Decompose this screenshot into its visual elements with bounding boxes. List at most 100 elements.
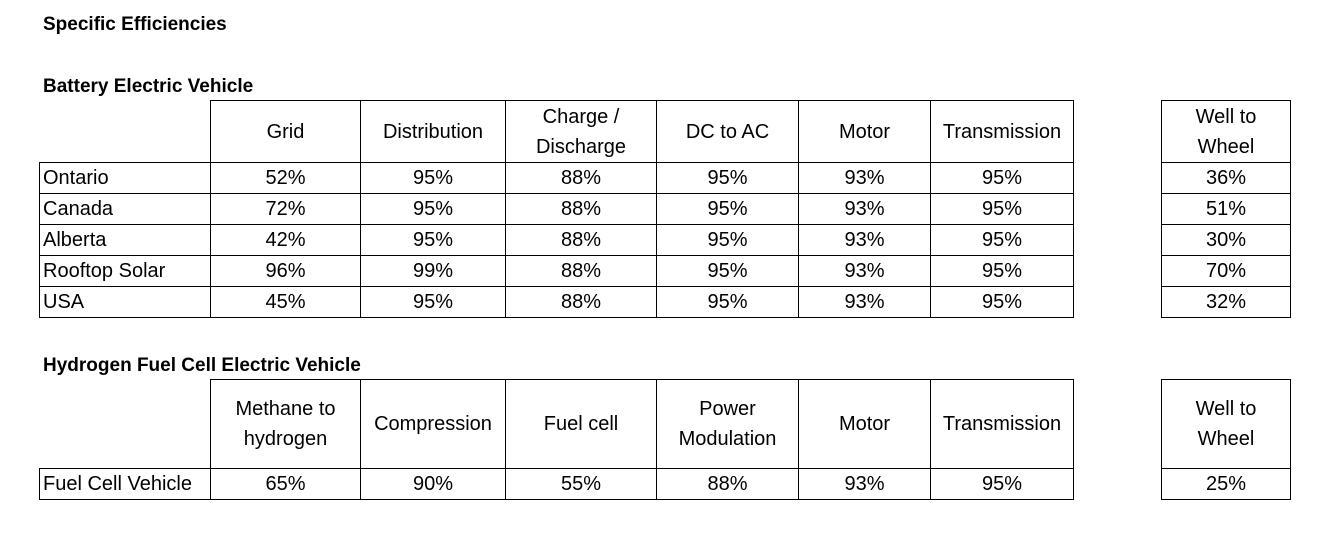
value-cell: 95% bbox=[930, 468, 1074, 500]
value-cell: 55% bbox=[505, 468, 657, 500]
value-cell: 93% bbox=[798, 224, 931, 256]
value-cell: 95% bbox=[930, 193, 1074, 225]
bev-well-to-wheel-table: Well to Wheel 36% 51% 30% 70% 32% bbox=[1161, 100, 1291, 318]
header-line: DC to AC bbox=[685, 120, 770, 143]
header-line: Transmission bbox=[942, 120, 1062, 143]
well-to-wheel-value: 32% bbox=[1161, 286, 1291, 318]
value-cell: 52% bbox=[210, 162, 361, 194]
table-row: Alberta 42% 95% 88% 95% 93% 95% bbox=[39, 224, 1074, 256]
column-header: Motor bbox=[798, 379, 931, 469]
header-line: Motor bbox=[838, 120, 891, 143]
table-row: Rooftop Solar 96% 99% 88% 95% 93% 95% bbox=[39, 255, 1074, 287]
row-label: Rooftop Solar bbox=[39, 255, 211, 287]
value-cell: 95% bbox=[930, 162, 1074, 194]
value-cell: 95% bbox=[930, 224, 1074, 256]
value-cell: 93% bbox=[798, 193, 931, 225]
row-label: Fuel Cell Vehicle bbox=[39, 468, 211, 500]
header-row: Grid Distribution Charge / Discharge DC to A… bbox=[40, 100, 1074, 163]
value-cell: 95% bbox=[656, 162, 799, 194]
value-cell: 95% bbox=[360, 162, 506, 194]
table-row: 25% bbox=[1161, 468, 1291, 500]
column-header: Methane to hydrogen bbox=[210, 379, 361, 469]
column-header: Grid bbox=[210, 100, 361, 163]
fcev-well-to-wheel-table: Well to Wheel 25% bbox=[1161, 379, 1291, 500]
header-row: Well to Wheel bbox=[1161, 100, 1291, 163]
column-header: Fuel cell bbox=[505, 379, 657, 469]
fcev-table: Methane to hydrogen Compression Fuel cell Po… bbox=[39, 379, 1074, 500]
table-row: USA 45% 95% 88% 95% 93% 95% bbox=[39, 286, 1074, 318]
table-row: 70% bbox=[1161, 255, 1291, 287]
well-to-wheel-header: Well to Wheel bbox=[1161, 100, 1291, 163]
row-label: USA bbox=[39, 286, 211, 318]
table-row: 36% bbox=[1161, 162, 1291, 194]
header-line: Methane to bbox=[235, 398, 336, 420]
well-to-wheel-value: 25% bbox=[1161, 468, 1291, 500]
header-line: Charge / bbox=[542, 105, 620, 128]
table-row: Canada 72% 95% 88% 95% 93% 95% bbox=[39, 193, 1074, 225]
value-cell: 93% bbox=[798, 468, 931, 500]
header-row: Well to Wheel bbox=[1161, 379, 1291, 469]
header-line: Distribution bbox=[382, 120, 484, 143]
table-row: 32% bbox=[1161, 286, 1291, 318]
value-cell: 95% bbox=[656, 286, 799, 318]
header-corner-blank bbox=[40, 101, 211, 163]
column-header: Power Modulation bbox=[656, 379, 799, 469]
value-cell: 90% bbox=[360, 468, 506, 500]
bev-section-title: Battery Electric Vehicle bbox=[43, 76, 254, 97]
header-line: Power bbox=[699, 398, 756, 420]
well-to-wheel-value: 51% bbox=[1161, 193, 1291, 225]
value-cell: 45% bbox=[210, 286, 361, 318]
value-cell: 95% bbox=[656, 193, 799, 225]
value-cell: 88% bbox=[505, 255, 657, 287]
well-to-wheel-value: 70% bbox=[1161, 255, 1291, 287]
well-to-wheel-value: 30% bbox=[1161, 224, 1291, 256]
page-title: Specific Efficiencies bbox=[43, 14, 227, 35]
value-cell: 96% bbox=[210, 255, 361, 287]
column-header: DC to AC bbox=[656, 100, 799, 163]
header-line: Motor bbox=[838, 413, 891, 435]
well-to-wheel-value: 36% bbox=[1161, 162, 1291, 194]
header-line: Compression bbox=[374, 413, 492, 435]
value-cell: 95% bbox=[656, 224, 799, 256]
header-line: Well to bbox=[1195, 105, 1257, 128]
value-cell: 88% bbox=[656, 468, 799, 500]
row-label: Alberta bbox=[39, 224, 211, 256]
table-row: 30% bbox=[1161, 224, 1291, 256]
bev-table: Grid Distribution Charge / Discharge DC to A… bbox=[39, 100, 1074, 318]
value-cell: 88% bbox=[505, 162, 657, 194]
value-cell: 95% bbox=[360, 224, 506, 256]
value-cell: 42% bbox=[210, 224, 361, 256]
value-cell: 88% bbox=[505, 224, 657, 256]
column-header: Transmission bbox=[930, 379, 1074, 469]
header-corner-blank bbox=[40, 380, 211, 469]
column-header: Compression bbox=[360, 379, 506, 469]
value-cell: 72% bbox=[210, 193, 361, 225]
table-row: 51% bbox=[1161, 193, 1291, 225]
value-cell: 88% bbox=[505, 193, 657, 225]
value-cell: 95% bbox=[930, 255, 1074, 287]
header-line: hydrogen bbox=[243, 428, 328, 450]
value-cell: 99% bbox=[360, 255, 506, 287]
value-cell: 88% bbox=[505, 286, 657, 318]
header-line: Discharge bbox=[535, 135, 627, 158]
header-line: Well to bbox=[1195, 398, 1257, 420]
well-to-wheel-header: Well to Wheel bbox=[1161, 379, 1291, 469]
value-cell: 95% bbox=[656, 255, 799, 287]
row-label: Canada bbox=[39, 193, 211, 225]
value-cell: 93% bbox=[798, 255, 931, 287]
header-line: Wheel bbox=[1197, 428, 1255, 450]
table-row: Fuel Cell Vehicle 65% 90% 55% 88% 93% 95% bbox=[39, 468, 1074, 500]
value-cell: 95% bbox=[360, 193, 506, 225]
header-line: Modulation bbox=[678, 428, 777, 450]
column-header: Motor bbox=[798, 100, 931, 163]
header-line: Fuel cell bbox=[543, 413, 619, 435]
table-row: Ontario 52% 95% 88% 95% 93% 95% bbox=[39, 162, 1074, 194]
header-line: Wheel bbox=[1197, 135, 1255, 158]
fcev-section-title: Hydrogen Fuel Cell Electric Vehicle bbox=[43, 355, 361, 376]
value-cell: 65% bbox=[210, 468, 361, 500]
value-cell: 93% bbox=[798, 286, 931, 318]
header-line: Grid bbox=[266, 120, 305, 143]
value-cell: 95% bbox=[930, 286, 1074, 318]
column-header: Transmission bbox=[930, 100, 1074, 163]
value-cell: 93% bbox=[798, 162, 931, 194]
